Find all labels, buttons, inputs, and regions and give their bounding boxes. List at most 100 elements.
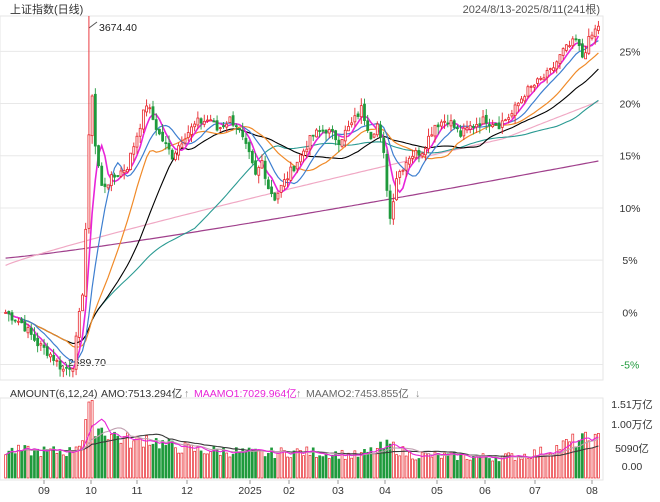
candle-body [456, 127, 459, 130]
candle-body [193, 123, 197, 128]
y-tick-label: 15% [619, 151, 640, 163]
volume-bar [103, 435, 107, 479]
candle-body [488, 124, 491, 126]
volume-bar [359, 452, 363, 479]
volume-bar [520, 458, 523, 479]
candle-body [564, 44, 568, 51]
candle-body [234, 125, 238, 128]
volume-bar [513, 460, 517, 479]
volume-bar [391, 441, 395, 479]
up-arrow-icon: ↑ [184, 388, 189, 400]
candle-body [97, 145, 100, 167]
volume-bar [324, 452, 328, 479]
volume-bar [331, 454, 334, 479]
volume-bar [597, 433, 600, 479]
volume-bar [23, 445, 27, 479]
candle-body [116, 175, 120, 177]
candle-body [135, 135, 139, 148]
candle-body [225, 123, 229, 128]
volume-bar [29, 455, 33, 479]
candle-body [129, 152, 132, 170]
candle-body [26, 327, 30, 334]
candle-body [228, 116, 232, 123]
volume-bar [49, 448, 52, 479]
volume-bar [388, 443, 392, 479]
volume-bar [497, 461, 501, 479]
candle-body [292, 165, 296, 172]
volume-bar [334, 451, 337, 479]
candle-body [459, 130, 463, 137]
volume-bar [449, 451, 453, 479]
ma5-line [5, 35, 600, 370]
candle-body [186, 132, 190, 139]
candle-body [215, 120, 219, 131]
candle-body [529, 85, 533, 88]
candle-body [571, 38, 575, 47]
volume-bar [74, 446, 78, 479]
volume-bar [100, 427, 104, 479]
y-axis-ticks: 25% 20% 15% 10% 5% 0% -5% [619, 46, 640, 371]
volume-bar [510, 453, 514, 479]
volume-tick-label: 5090亿 [615, 442, 649, 455]
volume-bar [225, 452, 229, 479]
volume-bar [472, 455, 475, 479]
up-arrow-icon: ↑ [296, 388, 301, 400]
volume-bar [353, 450, 357, 479]
candle-body [90, 95, 94, 137]
volume-bar [587, 440, 591, 479]
volume-bar [565, 439, 568, 479]
candle-body [449, 120, 453, 127]
y-tick-label: 0% [622, 307, 637, 319]
x-tick-label: 09 [38, 485, 50, 497]
candle-body [587, 36, 591, 54]
volume-bar [468, 459, 472, 479]
candle-body [436, 124, 440, 128]
y-tick-label: 25% [619, 46, 640, 58]
candle-body [93, 93, 97, 147]
volume-bar [180, 452, 184, 479]
candle-body [577, 39, 581, 47]
candle-body [385, 153, 389, 191]
candle-body [331, 128, 334, 132]
x-tick-label: 10 [85, 485, 97, 497]
volume-bar [440, 457, 443, 479]
volume-bar [4, 454, 7, 479]
candle-body [273, 192, 277, 201]
candle-body [500, 120, 504, 128]
candle-body [318, 130, 322, 132]
candle-body [308, 135, 312, 150]
date-range: 2024/8/13-2025/8/11(241根) [463, 2, 600, 16]
candle-body [254, 160, 257, 175]
x-tick-label: 04 [379, 485, 391, 497]
candle-body [74, 335, 78, 370]
volume-bar [145, 435, 148, 479]
candle-body [391, 201, 395, 220]
volume-bar [257, 449, 261, 479]
price-panel [0, 15, 604, 381]
volume-bar [122, 436, 126, 479]
candle-body [36, 337, 40, 347]
volume-bar [186, 443, 190, 479]
candle-body [81, 294, 84, 312]
volume-bar [315, 456, 318, 479]
volume-bar [270, 447, 273, 479]
candle-body [202, 120, 206, 125]
candle-body [597, 25, 600, 31]
candle-body [468, 125, 472, 130]
candle-body [536, 78, 539, 84]
volume-bar [190, 444, 193, 479]
volume-bar [148, 444, 152, 479]
candle-body [148, 107, 152, 110]
y-tick-label: 20% [619, 99, 640, 111]
volume-bar [87, 401, 91, 479]
candle-body [299, 154, 302, 163]
volume-bar [424, 452, 427, 479]
volume-bar [13, 453, 17, 479]
candle-body [475, 124, 479, 128]
volume-bar [126, 432, 129, 479]
candle-body [539, 77, 543, 80]
candle-body [369, 131, 373, 140]
candle-body [446, 122, 450, 125]
volume-bar [295, 448, 299, 479]
